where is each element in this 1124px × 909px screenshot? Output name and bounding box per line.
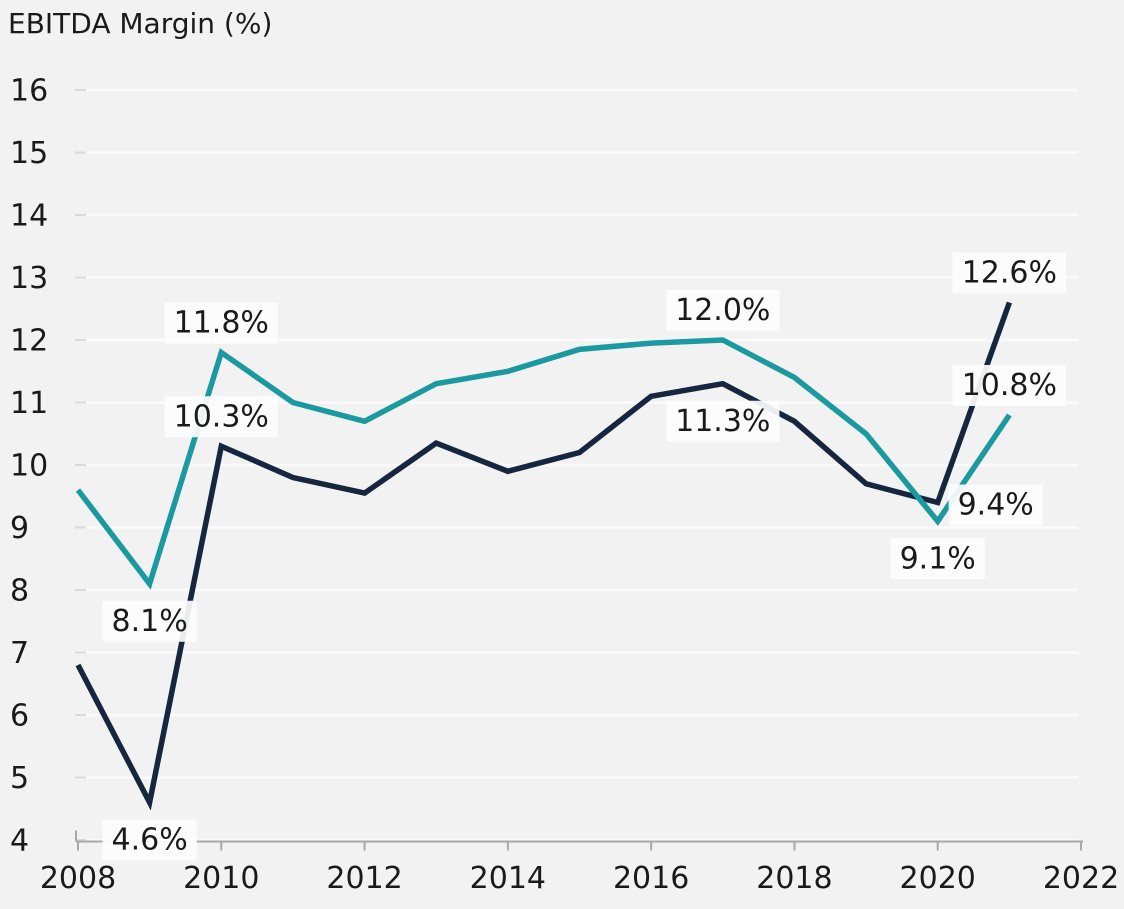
y-axis-label: 15 [10,136,48,171]
data-label-box [164,302,278,344]
data-label: 4.6% [112,823,188,858]
x-axis-label: 2016 [613,861,689,896]
grid-layer [75,88,1078,842]
data-label-box [666,290,780,331]
series-line-navy-series [75,301,1012,811]
data-label-box [890,538,985,580]
y-axis-label: 5 [10,761,29,796]
data-label-box [102,600,197,642]
data-label: 9.1% [900,541,976,576]
x-axis-label: 2020 [900,861,976,896]
data-label-box [948,484,1043,526]
data-label: 12.0% [675,293,770,328]
data-label: 10.8% [962,368,1057,403]
y-axis-label: 12 [10,324,48,359]
axis-label-layer: 4 5 6 7 8 9 10 11 12 13 14 15 16 2008 2010 2012 2014 2016… [10,74,1119,897]
y-axis-label: 13 [10,261,48,296]
y-axis-label: 11 [10,386,48,421]
data-label: 8.1% [112,604,188,639]
y-axis-label: 10 [10,449,48,484]
x-axis-label: 2022 [1043,861,1119,896]
data-label: 12.6% [962,256,1057,291]
x-axis-label: 2018 [756,861,832,896]
data-label-box [666,400,780,442]
y-axis-label: 8 [10,574,29,609]
series-layer [75,301,1012,811]
y-axis-label: 6 [10,699,29,734]
data-label-box [952,252,1067,294]
chart-title: EBITDA Margin (%) [8,7,272,40]
y-axis-label: 7 [10,636,29,671]
y-axis-label: 14 [10,199,48,234]
series-line-teal-series [75,337,1012,590]
data-label: 11.3% [675,404,770,439]
y-axis-label: 9 [10,511,29,546]
y-axis-label: 16 [10,74,48,109]
y-axis-label: 4 [10,824,29,859]
x-axis-label: 2012 [326,861,402,896]
data-label: 11.8% [174,306,269,341]
axis-layer [75,830,1083,851]
x-axis-label: 2014 [470,861,546,896]
data-label-box [952,365,1067,406]
data-label: 9.4% [958,488,1034,523]
data-label: 10.3% [174,399,269,434]
x-axis-label: 2008 [40,861,116,896]
annotation-layer: 8.1% 4.6% 11.8% 10.3% 12.0% 11.3% 9.1% 9.4% 10.8… [102,252,1067,861]
x-axis-label: 2010 [183,861,259,896]
data-label-box [102,819,197,861]
data-label-box [164,396,278,438]
